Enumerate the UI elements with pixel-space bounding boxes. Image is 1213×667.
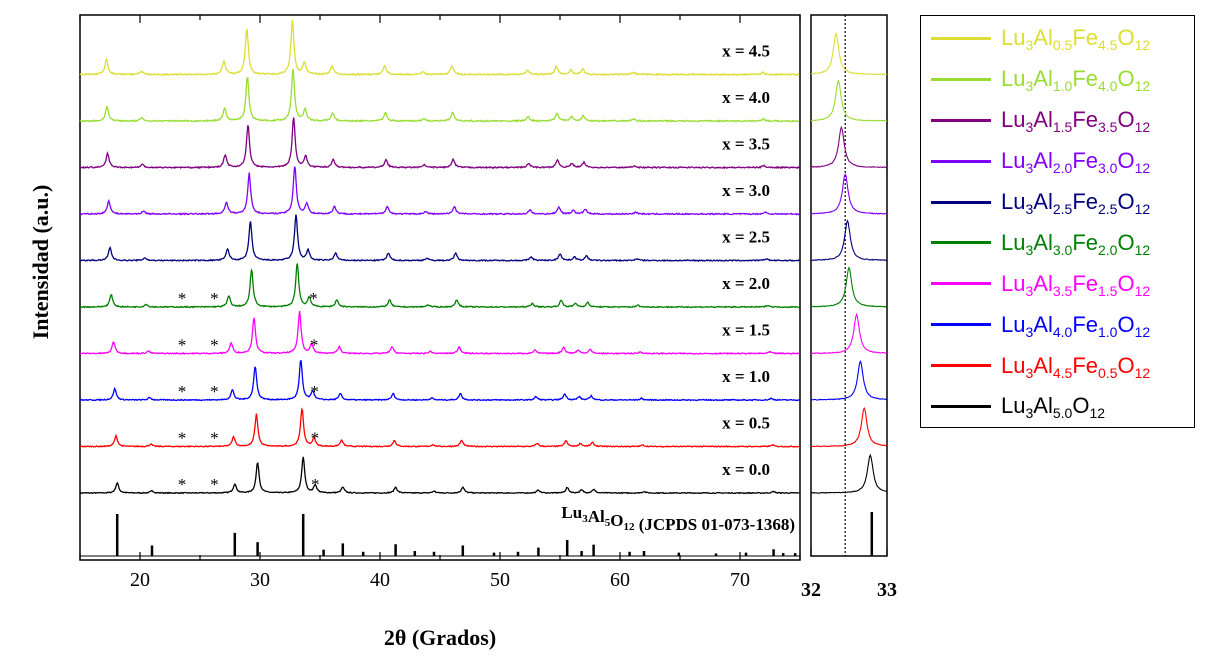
x-tick-label: 60: [610, 569, 630, 591]
series-label: x = 4.5: [722, 42, 770, 61]
x-tick-label: 30: [250, 569, 270, 591]
legend-swatch: [931, 241, 991, 245]
main-plot-area: 20 30 40 50 60 70 x = 0.0 * * * x = 0.5 * * * x = 1.0 *…: [79, 14, 801, 591]
series-line: [80, 166, 800, 216]
inset-series-line: [810, 266, 888, 308]
legend-swatch: [931, 118, 991, 122]
series-label: x = 1.0: [722, 367, 770, 386]
series-line: [79, 19, 800, 77]
inset-frame: [810, 14, 888, 557]
impurity-asterisk: *: [178, 382, 187, 401]
legend-swatch: [931, 200, 991, 204]
series-line: [79, 117, 800, 170]
inset-series-line: [810, 79, 888, 122]
inset-series-line: [810, 173, 887, 215]
legend-swatch: [931, 159, 991, 163]
series-label: x = 1.5: [722, 321, 770, 340]
impurity-asterisk: *: [310, 336, 319, 355]
inset-series-line: [811, 32, 888, 76]
inset-series-line: [810, 453, 888, 494]
legend-item: Lu3Al5.0O12: [921, 386, 1194, 427]
x-tick-label: 70: [730, 569, 750, 591]
legend-swatch: [931, 36, 991, 40]
inset-tick-label: 32: [801, 579, 821, 601]
series-line: [79, 456, 800, 495]
series-line: [79, 263, 800, 309]
impurity-asterisk: *: [310, 382, 319, 401]
legend-item: Lu3Al1.0Fe4.0O12: [921, 59, 1194, 100]
legend: Lu3Al0.5Fe4.5O12 Lu3Al1.0Fe4.0O12 Lu3Al1.5…: [920, 15, 1195, 428]
legend-label: Lu3Al3.0Fe2.0O12: [1001, 229, 1151, 258]
impurity-asterisk: *: [210, 429, 219, 448]
legend-label: Lu3Al0.5Fe4.5O12: [1001, 25, 1151, 54]
legend-swatch: [931, 77, 991, 81]
impurity-asterisk: *: [210, 289, 219, 308]
series-line: [79, 311, 800, 356]
impurity-asterisk: *: [210, 336, 219, 355]
y-axis-label: Intensidad (a.u.): [28, 185, 53, 340]
x-tick-label: 40: [370, 569, 390, 591]
legend-item: Lu3Al2.5Fe2.5O12: [921, 182, 1194, 223]
legend-label: Lu3Al1.0Fe4.0O12: [1001, 66, 1151, 95]
impurity-asterisk: *: [311, 429, 320, 448]
legend-swatch: [931, 323, 991, 327]
legend-label: Lu3Al3.5Fe1.5O12: [1001, 270, 1151, 299]
main-plot-frame: [79, 14, 801, 561]
impurity-asterisk: *: [210, 382, 219, 401]
inset-series-line: [810, 359, 888, 401]
impurity-asterisk: *: [178, 289, 187, 308]
inset-series-line: [810, 219, 888, 262]
inset-series-line: [810, 312, 888, 355]
inset-series-line: [810, 406, 888, 448]
legend-swatch: [931, 364, 991, 368]
legend-item: Lu3Al4.5Fe0.5O12: [921, 345, 1194, 386]
reference-label: Lu3Al5O12 (JCPDS 01-073-1368): [561, 503, 795, 534]
impurity-asterisk: *: [178, 475, 187, 494]
legend-label: Lu3Al2.0Fe3.0O12: [1001, 148, 1151, 177]
impurity-asterisk: *: [311, 475, 320, 494]
inset-series-line: [810, 125, 888, 169]
series-label: x = 2.5: [722, 228, 770, 247]
legend-swatch: [931, 282, 991, 286]
legend-item: Lu3Al4.0Fe1.0O12: [921, 304, 1194, 345]
legend-item: Lu3Al2.0Fe3.0O12: [921, 141, 1194, 182]
impurity-asterisk: *: [178, 429, 187, 448]
series-label: x = 3.5: [722, 135, 770, 154]
zoom-inset-plot: 32 33: [801, 14, 897, 601]
legend-label: Lu3Al4.5Fe0.5O12: [1001, 352, 1151, 381]
legend-item: Lu3Al3.5Fe1.5O12: [921, 263, 1194, 304]
impurity-asterisk: *: [309, 289, 318, 308]
x-tick-label: 50: [490, 569, 510, 591]
x-axis-label: 2θ (Grados): [384, 625, 496, 650]
legend-item: Lu3Al0.5Fe4.5O12: [921, 18, 1194, 59]
legend-swatch: [931, 404, 991, 408]
series-label: x = 0.5: [722, 414, 770, 433]
series-line: [79, 214, 800, 263]
series-line: [79, 68, 800, 123]
legend-label: Lu3Al1.5Fe3.5O12: [1001, 107, 1151, 136]
series-label: x = 0.0: [722, 460, 770, 479]
series-line: [79, 359, 800, 402]
series-label: x = 2.0: [722, 274, 770, 293]
series-line: [79, 407, 800, 448]
legend-label: Lu3Al4.0Fe1.0O12: [1001, 311, 1151, 340]
series-label: x = 3.0: [722, 181, 770, 200]
series-label: x = 4.0: [722, 88, 770, 107]
x-tick-label: 20: [130, 569, 150, 591]
inset-tick-label: 33: [877, 579, 897, 601]
impurity-asterisk: *: [210, 475, 219, 494]
legend-item: Lu3Al3.0Fe2.0O12: [921, 222, 1194, 263]
legend-label: Lu3Al5.0O12: [1001, 393, 1106, 422]
impurity-asterisk: *: [178, 336, 187, 355]
legend-item: Lu3Al1.5Fe3.5O12: [921, 100, 1194, 141]
legend-label: Lu3Al2.5Fe2.5O12: [1001, 189, 1151, 217]
